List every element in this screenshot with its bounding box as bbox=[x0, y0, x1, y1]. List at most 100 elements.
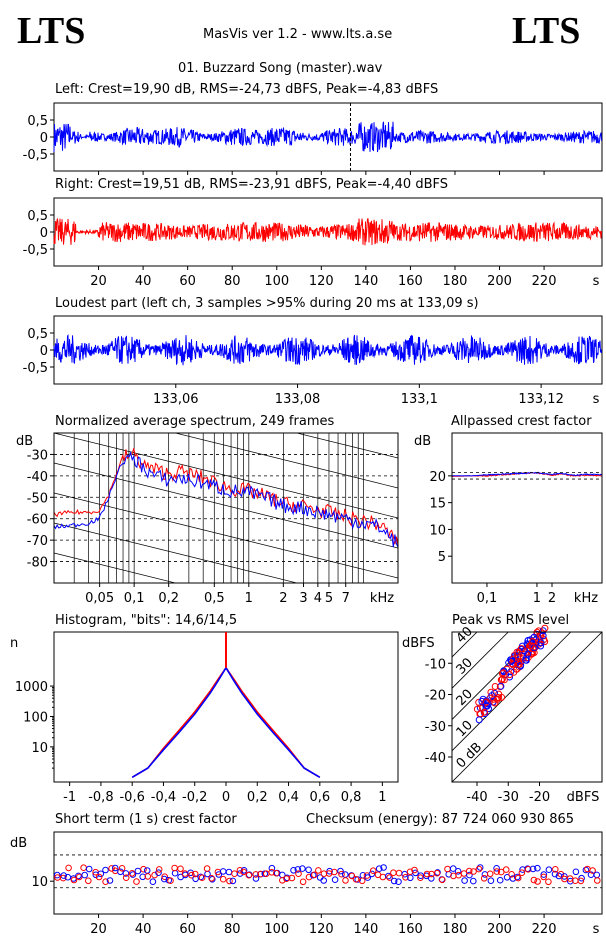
peakrms-point bbox=[527, 642, 535, 650]
shortcrest-point bbox=[534, 864, 541, 872]
shortcrest-point bbox=[122, 874, 130, 882]
shortcrest-point bbox=[390, 877, 398, 885]
spectrum-slope-line bbox=[54, 522, 299, 583]
shortcrest-point bbox=[352, 876, 360, 883]
loudest-title: Loudest part (left ch, 3 samples >95% du… bbox=[55, 296, 479, 311]
peakrms-point bbox=[491, 699, 499, 707]
shortcrest-point bbox=[433, 869, 441, 877]
shortcrest-point bbox=[85, 877, 92, 885]
right-xtick-label: 80 bbox=[224, 274, 241, 289]
spectrum-xtick-label: 0,2 bbox=[158, 591, 179, 606]
shortcrest-point bbox=[411, 866, 418, 874]
shortcrest-point bbox=[240, 868, 247, 876]
spectrum-xtick-label: 0,1 bbox=[124, 591, 145, 606]
peakrms-point bbox=[482, 698, 490, 706]
spectrum-xtick-label: 3 bbox=[299, 591, 307, 606]
shortcrest-point bbox=[144, 873, 152, 880]
shortcrest-point bbox=[348, 872, 356, 880]
peakrms-point bbox=[483, 702, 491, 710]
crest-ytick-label: 10 bbox=[429, 523, 446, 538]
shortcrest-point bbox=[385, 872, 392, 880]
shortcrest-point bbox=[567, 877, 574, 885]
right-xtick-label: 140 bbox=[353, 274, 378, 289]
shortcrest-point bbox=[219, 875, 227, 883]
right-xtick-label: 160 bbox=[398, 274, 423, 289]
histogram-xtick-label: 0,4 bbox=[278, 790, 299, 805]
shortcrest-point bbox=[513, 873, 521, 881]
shortcrest-point bbox=[75, 872, 82, 880]
peakrms-xtick-label: -40 bbox=[466, 790, 487, 805]
checksum: Checksum (energy): 87 724 060 930 865 bbox=[306, 812, 575, 827]
left-wave-ytick-label: 0 bbox=[40, 131, 48, 146]
histogram-y-unit: n bbox=[10, 636, 18, 651]
peakrms-point bbox=[537, 642, 545, 650]
shortcrest-point bbox=[299, 865, 306, 872]
shortcrest-point bbox=[188, 871, 195, 879]
crest-ytick-label: 20 bbox=[429, 470, 446, 485]
shortcrest-point bbox=[140, 865, 147, 873]
loudest-xtick-label: 133,06 bbox=[153, 392, 199, 407]
shortcrest-xtick-label: 160 bbox=[398, 922, 423, 937]
shortcrest-xtick-label: 180 bbox=[443, 922, 468, 937]
loudest-xtick-label: 133,08 bbox=[275, 392, 321, 407]
shortcrest-point bbox=[518, 869, 526, 877]
shortcrest-point bbox=[155, 869, 162, 877]
peakrms-title: Peak vs RMS level bbox=[452, 613, 570, 628]
shortcrest-point bbox=[225, 868, 233, 876]
shortcrest-point bbox=[70, 876, 78, 884]
shortcrest-xtick-label: 100 bbox=[264, 922, 289, 937]
shortcrest-point bbox=[540, 873, 548, 881]
shortcrest-point bbox=[111, 864, 119, 872]
shortcrest-point bbox=[502, 866, 510, 873]
peakrms-point bbox=[482, 702, 490, 709]
shortcrest-point bbox=[529, 865, 537, 873]
loudest-wave-ytick-label: 0 bbox=[40, 344, 48, 359]
shortcrest-point bbox=[439, 876, 446, 884]
shortcrest-x-unit: s bbox=[593, 922, 600, 937]
shortcrest-point bbox=[589, 867, 596, 874]
shortcrest-point bbox=[524, 866, 532, 873]
shortcrest-point bbox=[368, 870, 376, 878]
shortcrest-point bbox=[530, 876, 538, 884]
spectrum-xtick-label: 2 bbox=[279, 591, 287, 606]
shortcrest-point bbox=[80, 864, 87, 872]
shortcrest-point bbox=[268, 864, 276, 872]
spectrum-ytick-label: -80 bbox=[27, 556, 48, 571]
spectrum-slope-line bbox=[54, 552, 177, 583]
loudest-wave-series bbox=[53, 334, 602, 366]
loudest-xtick-label: 133,1 bbox=[401, 392, 438, 407]
left-wave-series bbox=[53, 121, 602, 153]
shortcrest-point bbox=[106, 877, 114, 884]
spectrum-y-unit: dB bbox=[16, 434, 33, 449]
peakrms-point bbox=[506, 673, 514, 681]
shortcrest-point bbox=[59, 874, 67, 882]
spectrum-slope-line bbox=[173, 433, 398, 489]
peakrms-xtick-label: -20 bbox=[529, 790, 550, 805]
shortcrest-point bbox=[331, 876, 339, 884]
shortcrest-point bbox=[423, 870, 431, 878]
peakrms-crest-label: 40 bbox=[454, 624, 476, 646]
shortcrest-point bbox=[497, 868, 505, 876]
spectrum-frame bbox=[53, 432, 399, 584]
shortcrest-point bbox=[412, 869, 419, 877]
shortcrest-point bbox=[161, 873, 168, 881]
shortcrest-point bbox=[379, 873, 387, 881]
right-title: Right: Crest=19,51 dB, RMS=-23,91 dBFS, … bbox=[55, 177, 448, 192]
shortcrest-point bbox=[342, 871, 349, 878]
shortcrest-point bbox=[369, 867, 377, 875]
shortcrest-point bbox=[577, 877, 585, 885]
histogram-xtick-label: 0,8 bbox=[341, 790, 362, 805]
peakrms-x-unit: dBFS bbox=[567, 790, 600, 805]
shortcrest-point bbox=[428, 875, 435, 882]
shortcrest-point bbox=[320, 877, 328, 884]
crest-title: Allpassed crest factor bbox=[451, 414, 592, 429]
shortcrest-point bbox=[155, 866, 163, 873]
shortcrest-point bbox=[444, 865, 451, 873]
right-xtick-label: 120 bbox=[309, 274, 334, 289]
shortcrest-point bbox=[508, 871, 515, 878]
shortcrest-point bbox=[582, 866, 590, 874]
shortcrest-point bbox=[198, 874, 206, 882]
spectrum-xtick-label: 5 bbox=[325, 591, 333, 606]
shortcrest-point bbox=[219, 868, 227, 875]
crest-xtick-label: 1 bbox=[533, 591, 541, 606]
